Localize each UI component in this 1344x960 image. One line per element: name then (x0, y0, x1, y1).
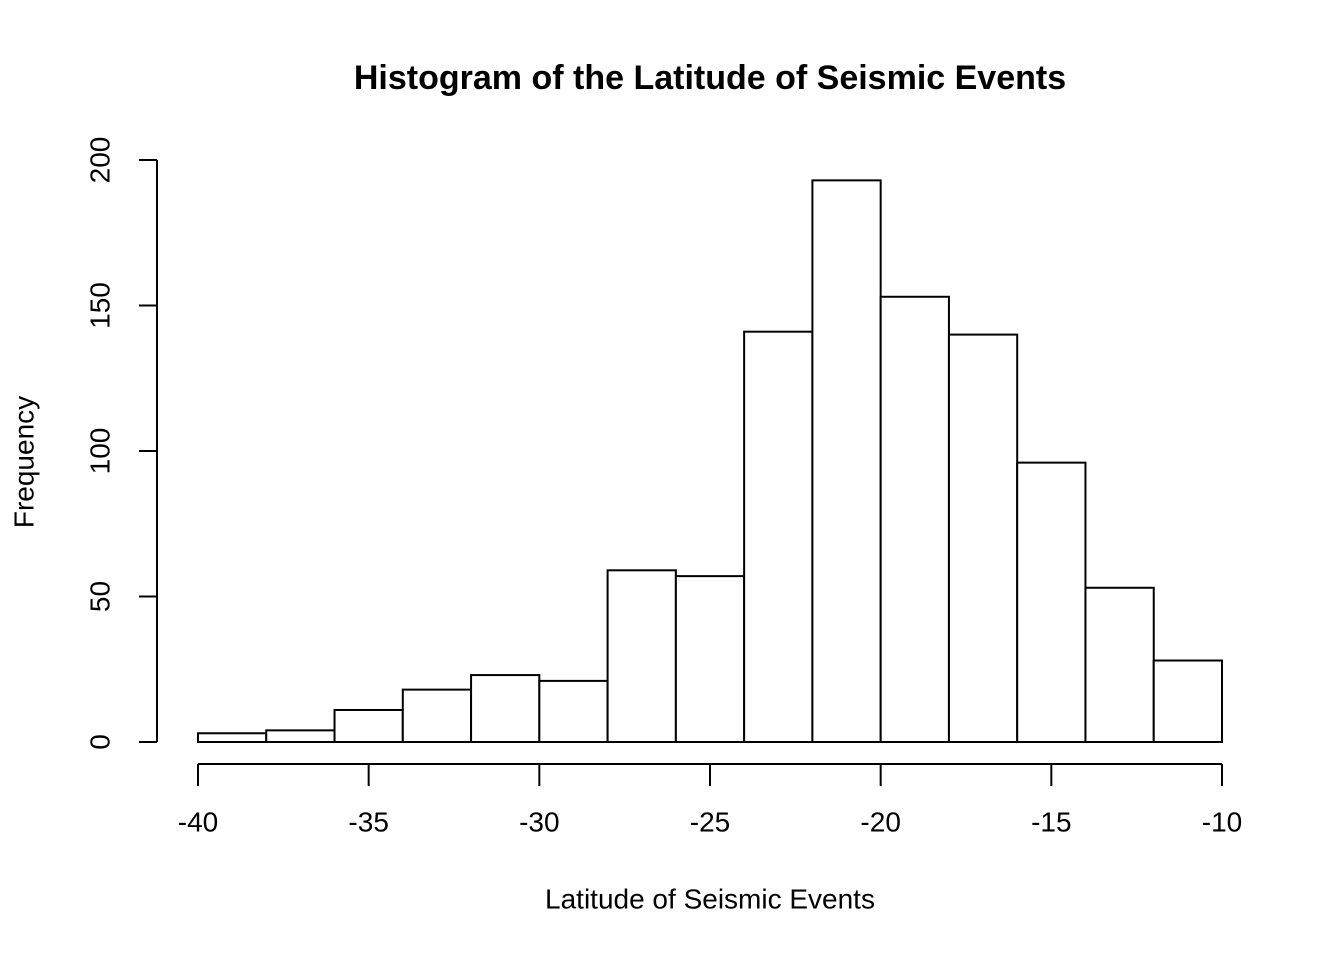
y-tick-label: 50 (84, 581, 115, 612)
y-tick-label: 100 (84, 428, 115, 475)
bar (401, 688, 473, 743)
x-tick-label: -25 (690, 806, 730, 837)
x-tick-label: -35 (348, 806, 388, 837)
x-tick-label: -15 (1031, 806, 1071, 837)
bar (1016, 461, 1087, 743)
x-axis-label: Latitude of Seismic Events (545, 883, 875, 914)
x-tick-label: -40 (178, 806, 218, 837)
bar (1152, 659, 1223, 744)
x-tick-label: -20 (860, 806, 900, 837)
y-axis-label: Frequency (8, 396, 39, 528)
x-tick-label: -30 (519, 806, 559, 837)
bar (947, 333, 1019, 743)
bar (470, 674, 541, 744)
bar (743, 330, 814, 743)
bar (606, 569, 677, 743)
y-tick-label: 150 (84, 282, 115, 329)
bar (538, 679, 609, 744)
bar (1084, 586, 1155, 744)
y-tick-label: 0 (84, 734, 115, 750)
bar (265, 729, 336, 743)
bar (674, 575, 746, 743)
bar (197, 732, 268, 744)
bar (879, 295, 950, 743)
x-tick-label: -10 (1202, 806, 1242, 837)
y-tick-label: 200 (84, 137, 115, 184)
bar (333, 708, 404, 743)
chart-title: Histogram of the Latitude of Seismic Eve… (354, 59, 1066, 97)
bar (811, 179, 882, 743)
